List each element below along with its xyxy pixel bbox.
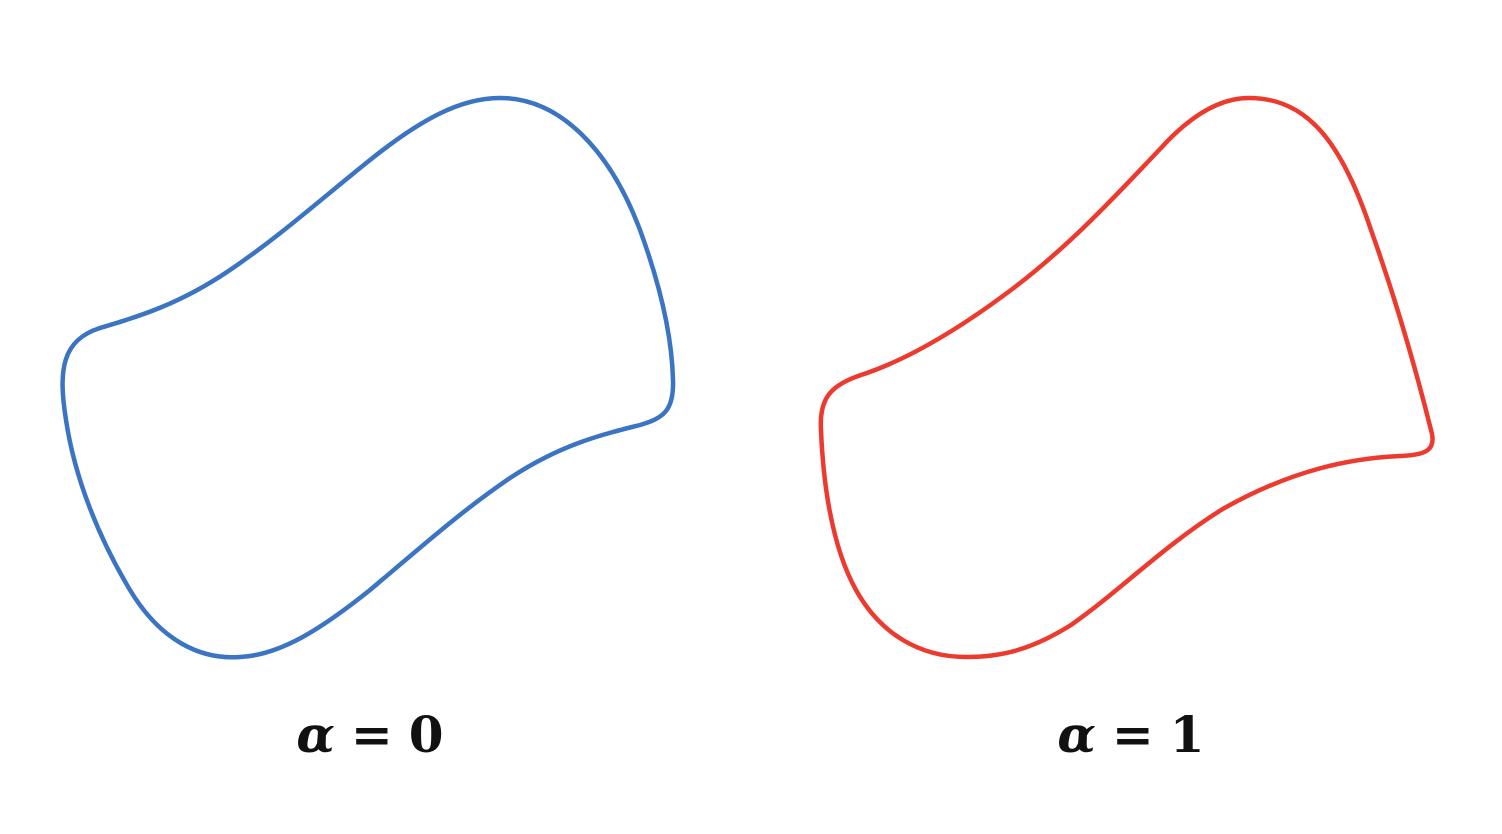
panel-alpha-1: α = 1	[751, 0, 1502, 834]
shape-alpha-1-canvas	[818, 95, 1435, 660]
caption-alpha-1: α = 1	[1031, 700, 1231, 770]
caption-alpha-0: α = 0	[270, 700, 470, 770]
caption-equals-sign: =	[350, 705, 393, 764]
caption-value: 1	[1169, 705, 1205, 764]
panel-alpha-0: α = 0	[60, 95, 676, 770]
caption-value: 0	[408, 705, 444, 764]
closed-curve-alpha-1	[818, 95, 1435, 660]
caption-variable: α	[1057, 705, 1096, 764]
caption-variable: α	[296, 705, 335, 764]
caption-equals-sign: =	[1111, 705, 1154, 764]
closed-curve-alpha-0	[60, 95, 676, 660]
shape-alpha-0-canvas	[60, 95, 676, 660]
